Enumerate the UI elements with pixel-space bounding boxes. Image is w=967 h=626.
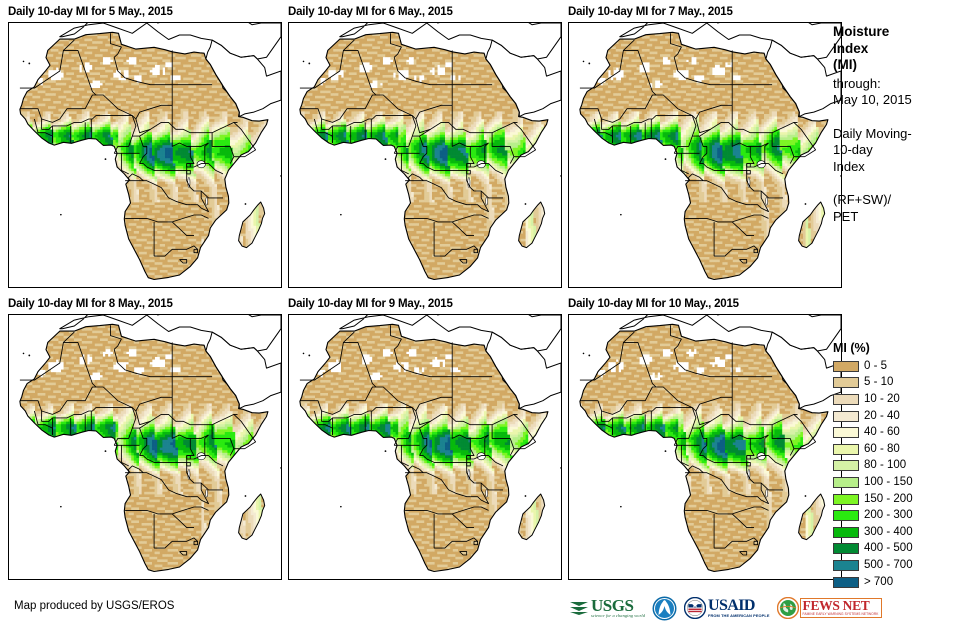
fews-net-wordmark: FEWS NET [803,600,879,612]
map-panel[interactable] [288,314,562,580]
formula-line1: (RF+SW)/ [833,192,967,209]
legend-item: 200 - 300 [833,507,967,524]
legend-item: 40 - 60 [833,424,967,441]
fews-globe-icon [777,597,799,619]
legend-item: 0 - 5 [833,358,967,375]
africa-mi-raster [569,315,841,579]
legend-label: 20 - 40 [864,411,900,422]
usgs-mark-icon [568,598,590,618]
legend-label: > 700 [864,577,893,588]
noaa-logo [652,595,677,621]
method-line2: 10-day [833,142,967,159]
legend-swatch [833,394,859,405]
panel-title: Daily 10-day MI for 7 May., 2015 [568,6,733,18]
usgs-logo: USGS science for a changing world [568,595,645,621]
panel-title: Daily 10-day MI for 6 May., 2015 [288,6,453,18]
panel-title: Daily 10-day MI for 5 May., 2015 [8,6,173,18]
legend-swatch [833,361,859,372]
legend-item: 150 - 200 [833,491,967,508]
noaa-seal-icon [652,596,677,621]
mi-legend: MI (%) 0 - 5 5 - 10 10 - 20 20 - 40 40 - 60 6… [833,341,967,590]
africa-mi-raster [9,315,281,579]
map-panel[interactable] [568,314,842,580]
legend-label: 60 - 80 [864,444,900,455]
legend-label: 150 - 200 [864,494,913,505]
legend-item: 500 - 700 [833,557,967,574]
usaid-tagline: FROM THE AMERICAN PEOPLE [708,613,769,618]
producer-note: Map produced by USGS/EROS [14,600,174,612]
legend-item: 20 - 40 [833,408,967,425]
legend-swatch [833,460,859,471]
legend-swatch [833,377,859,388]
legend-swatch [833,411,859,422]
method-line1: Daily Moving- [833,126,967,143]
legend-item: 400 - 500 [833,541,967,558]
legend-label: 100 - 150 [864,477,913,488]
panel-title: Daily 10-day MI for 8 May., 2015 [8,298,173,310]
legend-label: 40 - 60 [864,427,900,438]
africa-mi-raster [9,23,281,287]
legend-rows: 0 - 5 5 - 10 10 - 20 20 - 40 40 - 60 60 - 80 8… [833,358,967,590]
usaid-wordmark: USAID [708,599,769,613]
legend-title: MI (%) [833,341,967,355]
legend-item: > 700 [833,574,967,591]
legend-swatch [833,477,859,488]
legend-label: 10 - 20 [864,394,900,405]
africa-mi-raster [289,23,561,287]
legend-swatch [833,444,859,455]
africa-mi-raster [569,23,841,287]
legend-label: 200 - 300 [864,510,913,521]
through-label: through: [833,76,967,93]
moisture-index-title-line2: Index [833,41,967,58]
fews-net-tagline: FAMINE EARLY WARNING SYSTEMS NETWORK [803,612,879,616]
legend-item: 60 - 80 [833,441,967,458]
moisture-index-title-line1: Moisture [833,24,967,41]
legend-swatch [833,577,859,588]
usaid-seal-icon [684,597,706,619]
legend-label: 5 - 10 [864,377,893,388]
fews-net-logo: FEWS NET FAMINE EARLY WARNING SYSTEMS NE… [777,595,882,621]
legend-item: 10 - 20 [833,391,967,408]
map-panel[interactable] [568,22,842,288]
legend-item: 5 - 10 [833,375,967,392]
agency-logo-strip: USGS science for a changing world USAID … [568,594,882,622]
legend-swatch [833,560,859,571]
legend-item: 300 - 400 [833,524,967,541]
legend-swatch [833,543,859,554]
legend-swatch [833,527,859,538]
legend-item: 100 - 150 [833,474,967,491]
formula-line2: PET [833,209,967,226]
sidebar-info: Moisture Index (MI) through: May 10, 201… [833,24,967,225]
legend-label: 500 - 700 [864,560,913,571]
usgs-wordmark: USGS [591,598,645,613]
legend-label: 400 - 500 [864,543,913,554]
legend-label: 0 - 5 [864,361,887,372]
method-line3: Index [833,159,967,176]
legend-swatch [833,494,859,505]
panel-title: Daily 10-day MI for 9 May., 2015 [288,298,453,310]
africa-mi-raster [289,315,561,579]
map-panel[interactable] [288,22,562,288]
legend-label: 80 - 100 [864,460,906,471]
usgs-tagline: science for a changing world [591,613,645,618]
moisture-index-title-line3: (MI) [833,57,967,74]
map-panel[interactable] [8,22,282,288]
legend-label: 300 - 400 [864,527,913,538]
legend-swatch [833,427,859,438]
through-date: May 10, 2015 [833,92,967,109]
map-panel[interactable] [8,314,282,580]
legend-item: 80 - 100 [833,458,967,475]
usaid-logo: USAID FROM THE AMERICAN PEOPLE [684,595,769,621]
legend-swatch [833,510,859,521]
panel-title: Daily 10-day MI for 10 May., 2015 [568,298,739,310]
